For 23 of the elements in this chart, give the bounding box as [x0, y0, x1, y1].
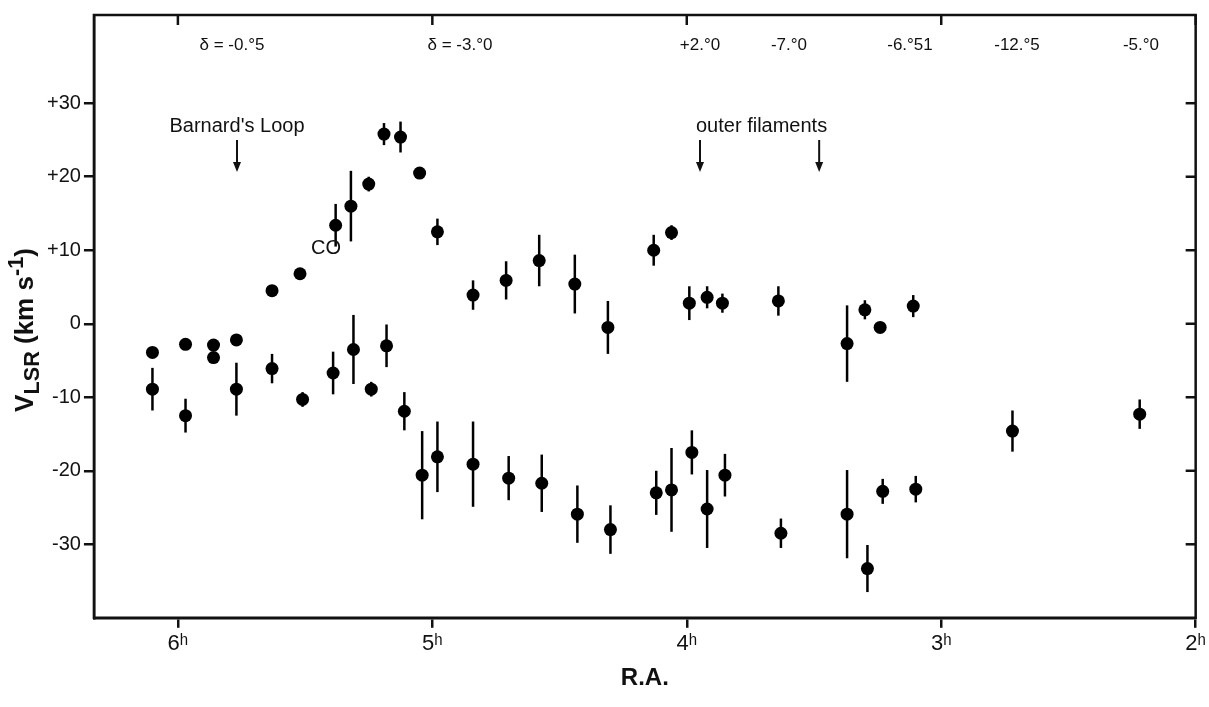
x-axis-title: R.A. [620, 663, 669, 691]
y-tick-label: -20 [52, 458, 81, 481]
x-tick-label: 5ʰ [422, 630, 443, 656]
annotation: -6.°51 [887, 34, 933, 54]
x-tick-label: 4ʰ [676, 630, 698, 656]
x-tick-label: 2ʰ [1185, 630, 1206, 656]
y-tick-label: -10 [52, 384, 81, 407]
y-tick-label: +10 [46, 237, 81, 260]
annotation: -7.°0 [770, 34, 808, 54]
y-tick-label: 0 [69, 311, 81, 334]
annotation: δ = -0.°5 [199, 34, 265, 54]
annotation: +2.°0 [679, 34, 721, 54]
annotation: outer filaments [696, 114, 828, 136]
y-tick-label: +20 [46, 164, 81, 187]
annotation: δ = -3.°0 [427, 34, 493, 54]
annotation: -12.°5 [994, 34, 1040, 54]
annotation: -5.°0 [1122, 34, 1160, 54]
y-tick-label: +30 [46, 90, 81, 113]
annotation: Barnard's Loop [169, 114, 305, 136]
x-tick-label: 6ʰ [167, 630, 189, 656]
y-tick-label: -30 [52, 531, 81, 554]
annotation: CO [311, 235, 341, 258]
x-tick-label: 3ʰ [930, 630, 952, 656]
